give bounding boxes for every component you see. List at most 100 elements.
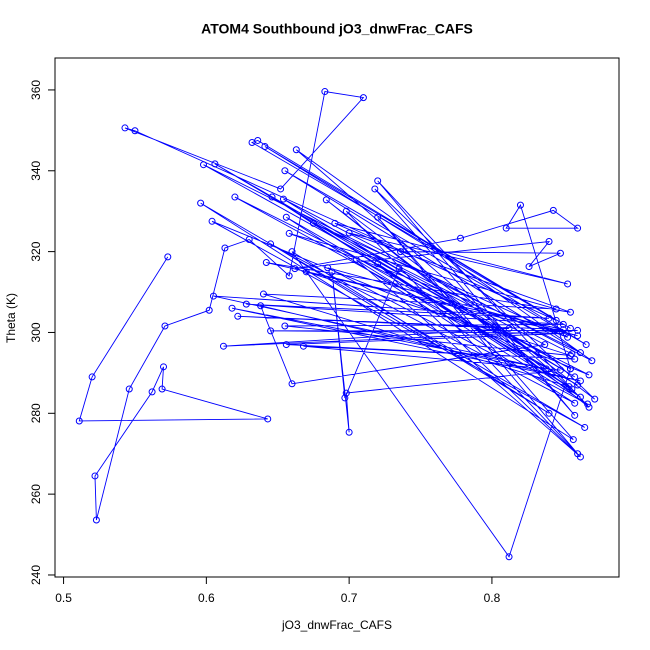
point xyxy=(545,409,553,417)
point xyxy=(562,329,570,337)
point xyxy=(282,213,290,221)
y-tick-label: 320 xyxy=(29,241,43,261)
point xyxy=(309,219,317,227)
x-tick-label: 0.6 xyxy=(198,591,215,605)
point xyxy=(160,363,168,371)
point xyxy=(209,292,217,300)
point xyxy=(211,160,219,168)
point xyxy=(261,143,269,151)
point xyxy=(331,219,339,227)
y-tick-label: 340 xyxy=(29,160,43,180)
point xyxy=(254,136,262,144)
point xyxy=(359,94,367,102)
point xyxy=(552,305,560,313)
x-axis-label: jO3_dnwFrac_CAFS xyxy=(281,618,392,632)
point xyxy=(161,322,169,330)
point xyxy=(322,196,330,204)
point xyxy=(505,324,513,332)
point xyxy=(199,161,207,169)
point xyxy=(245,235,253,243)
point xyxy=(374,177,382,185)
point xyxy=(588,357,596,365)
point xyxy=(566,324,574,332)
point xyxy=(374,213,382,221)
point xyxy=(328,268,336,276)
point xyxy=(371,185,379,193)
x-tick-label: 0.7 xyxy=(341,591,358,605)
point xyxy=(516,201,524,209)
point xyxy=(342,389,350,397)
y-axis-label: Theta (K) xyxy=(4,293,18,343)
point xyxy=(91,472,99,480)
point xyxy=(571,411,579,419)
point xyxy=(582,341,590,349)
point xyxy=(581,423,589,431)
point xyxy=(566,351,574,359)
point xyxy=(545,314,553,322)
point xyxy=(342,207,350,215)
point xyxy=(205,306,213,314)
point xyxy=(341,394,349,402)
point xyxy=(585,403,593,411)
point xyxy=(568,350,576,358)
point xyxy=(564,333,572,341)
point xyxy=(219,342,227,350)
point xyxy=(569,436,577,444)
point xyxy=(559,320,567,328)
point xyxy=(549,206,557,214)
point xyxy=(591,395,599,403)
point xyxy=(574,332,582,340)
point xyxy=(282,341,290,349)
point xyxy=(571,373,579,381)
point xyxy=(281,167,289,175)
point xyxy=(264,415,272,423)
point xyxy=(221,244,229,252)
point xyxy=(566,365,574,373)
point xyxy=(374,260,382,268)
point xyxy=(541,341,549,349)
y-tick-label: 260 xyxy=(29,484,43,504)
point xyxy=(279,195,287,203)
point xyxy=(125,385,133,393)
point xyxy=(75,417,83,425)
point xyxy=(228,304,236,312)
point xyxy=(148,388,156,396)
point xyxy=(267,240,275,248)
point xyxy=(564,280,572,288)
y-tick-label: 360 xyxy=(29,80,43,100)
point xyxy=(158,385,166,393)
point xyxy=(277,185,285,193)
point xyxy=(259,290,267,298)
point xyxy=(231,193,239,201)
point xyxy=(576,393,584,401)
point xyxy=(164,253,172,261)
point xyxy=(397,248,405,256)
point xyxy=(291,265,299,273)
point xyxy=(197,199,205,207)
point xyxy=(345,229,353,237)
point xyxy=(352,256,360,264)
point xyxy=(571,399,579,407)
point xyxy=(502,224,510,232)
point xyxy=(262,259,270,267)
point xyxy=(542,365,550,373)
point xyxy=(566,308,574,316)
point xyxy=(585,371,593,379)
y-tick-label: 300 xyxy=(29,322,43,342)
point xyxy=(242,300,250,308)
point xyxy=(92,516,100,524)
y-tick-label: 240 xyxy=(29,565,43,585)
point xyxy=(576,377,584,385)
point xyxy=(574,224,582,232)
x-tick-label: 0.5 xyxy=(55,591,72,605)
point xyxy=(88,373,96,381)
plot-frame xyxy=(54,57,620,578)
point xyxy=(267,327,275,335)
point xyxy=(571,355,579,363)
chart-title: ATOM4 Southbound jO3_dnwFrac_CAFS xyxy=(201,21,473,37)
point xyxy=(131,127,139,135)
point xyxy=(121,124,129,132)
point xyxy=(324,264,332,272)
point xyxy=(208,217,216,225)
